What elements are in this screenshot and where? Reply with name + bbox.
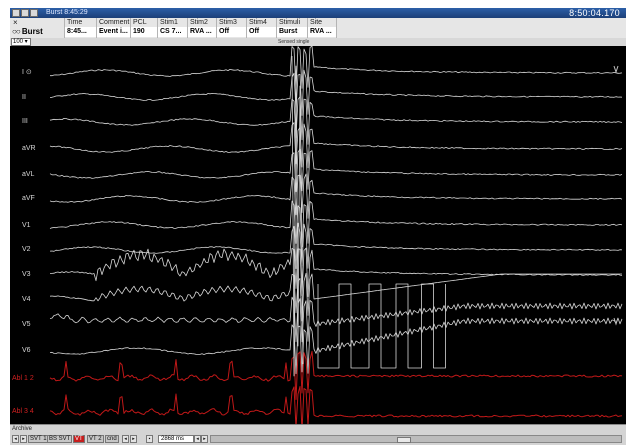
window-title: Burst 8:45:29 [46, 9, 88, 16]
ecg-trace [49, 317, 623, 375]
lead-label-v6: V6 [22, 347, 31, 354]
lead-label-v2: V2 [22, 246, 31, 253]
scroll-right-icon[interactable]: ▸ [130, 435, 137, 443]
info-cell-stimuli[interactable]: Stimuli Burst [276, 18, 308, 38]
maximize-icon[interactable] [30, 9, 38, 17]
lead-label-i: I ⊙ [22, 69, 32, 76]
sweep-duration-field[interactable]: 2868 ms [158, 435, 194, 443]
ecg-trace [49, 200, 623, 248]
first-page-icon[interactable]: ◂ [12, 435, 19, 443]
ecg-trace [50, 45, 623, 92]
tab-svt-1[interactable]: SVT 1 [28, 435, 49, 443]
time-scrollbar-thumb[interactable] [397, 437, 411, 443]
ecg-signal-panel: I ⊙ II III aVR aVL aVF V1 V2 V3 V4 V5 V6… [10, 45, 626, 431]
info-cell-stim3[interactable]: Stim3 Off [216, 18, 247, 38]
info-cell-pcl[interactable]: PCL 190 [130, 18, 158, 38]
archive-label: Archive [12, 426, 33, 432]
lead-settings-icon: ⊙ [25, 69, 32, 76]
lead-label-abl-34: Abl 3 4 [12, 408, 34, 415]
protocol-label: ○○ Burst [12, 27, 43, 36]
stimulus-pulse-train [317, 283, 446, 369]
minimize-icon[interactable] [21, 9, 29, 17]
ablation-trace [49, 350, 623, 400]
ecg-trace [49, 222, 623, 270]
tab-vt-2[interactable]: VT 2 [87, 435, 104, 443]
ecg-traces [49, 45, 623, 431]
lead-label-v1: V1 [22, 222, 31, 229]
scroll-marker-icon [613, 317, 619, 326]
lead-label-ii: II [22, 94, 26, 101]
sweep-next-icon[interactable]: ▸ [201, 435, 208, 443]
lead-label-v4: V4 [22, 296, 31, 303]
ecg-trace [49, 122, 623, 169]
protocol-icon: ○○ [12, 27, 21, 36]
ablation-trace [49, 386, 623, 431]
info-cell-time[interactable]: Time 8:45... [64, 18, 97, 38]
ecg-trace [49, 148, 623, 193]
study-info-bar: × ○○ Burst Time 8:45... Comment Event i.… [10, 18, 626, 39]
lead-label-v3: V3 [22, 271, 31, 278]
scroll-left-icon[interactable]: ◂ [122, 435, 129, 443]
system-menu-icon[interactable] [12, 9, 20, 17]
tab-bs-svt[interactable]: BS SVT [47, 435, 73, 443]
stimulus-artifact [291, 55, 304, 377]
scroll-marker-icon [613, 65, 619, 74]
review-toolbar: Archive ◂ ▸ SVT 1 BS SVT VT VT 2 cnd ◂ ▸… [10, 424, 626, 445]
zoom-select[interactable]: 100 ▾ [11, 38, 31, 46]
next-page-icon[interactable]: ▸ [20, 435, 27, 443]
lead-label-iii: III [22, 118, 28, 125]
info-cell-stim2[interactable]: Stim2 RVA ... [187, 18, 217, 38]
ecg-trace [49, 272, 622, 322]
lead-label-avr: aVR [22, 145, 36, 152]
tab-vt[interactable]: VT [73, 435, 85, 443]
info-cell-comment[interactable]: Comment Event i... [96, 18, 131, 38]
clock-readout: 8:50:04.170 [569, 8, 620, 18]
time-scrollbar[interactable] [210, 435, 622, 443]
lead-label-avl: aVL [22, 171, 35, 178]
ecg-trace [49, 173, 623, 219]
sweep-prev-icon[interactable]: ◂ [194, 435, 201, 443]
lead-label-avf: aVF [22, 195, 35, 202]
ecg-trace [49, 296, 623, 343]
ecg-trace [49, 96, 623, 145]
info-cell-stim1[interactable]: Stim1 CS 7... [157, 18, 188, 38]
tab-cnd[interactable]: cnd [105, 435, 119, 443]
sensing-mode-label: Sensed single [278, 39, 310, 45]
info-cell-site[interactable]: Site RVA ... [307, 18, 337, 38]
lead-label-v5: V5 [22, 321, 31, 328]
ecg-trace [49, 69, 623, 116]
close-icon[interactable]: × [13, 18, 18, 27]
ecg-trace [49, 247, 623, 298]
title-bar: Burst 8:45:29 8:50:04.170 [10, 8, 626, 18]
info-cell-stim4[interactable]: Stim4 Off [246, 18, 277, 38]
lead-label-abl-12: Abl 1 2 [12, 375, 34, 382]
sweep-back-icon[interactable]: ▪ [146, 435, 153, 443]
